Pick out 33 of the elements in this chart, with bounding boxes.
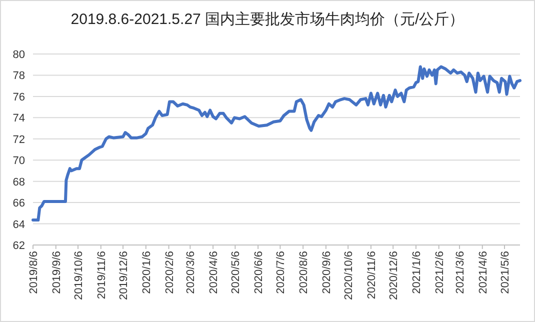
x-tick-label: 2020/9/6 (320, 251, 333, 294)
y-tick-label: 62 (12, 240, 25, 252)
y-tick-label: 76 (12, 91, 25, 104)
x-tick-label: 2020/8/6 (298, 251, 310, 294)
x-tick-label: 2020/12/6 (388, 251, 400, 300)
x-tick-label: 2019/10/6 (73, 251, 86, 300)
x-tick-label: 2020/7/6 (275, 251, 288, 294)
x-tick-label: 2021/4/6 (477, 251, 490, 294)
y-tick-label: 78 (12, 70, 25, 82)
y-tick-label: 70 (12, 155, 25, 168)
x-tick-label: 2019/11/6 (96, 251, 108, 300)
y-tick-label: 66 (12, 198, 25, 210)
x-tick-label: 2020/2/6 (164, 251, 176, 294)
x-tick-label: 2020/4/6 (208, 251, 220, 294)
y-tick-label: 72 (12, 134, 25, 146)
y-tick-label: 74 (12, 112, 25, 125)
x-tick-label: 2020/3/6 (185, 251, 198, 294)
y-tick-label: 68 (12, 176, 25, 188)
x-tick-label: 2020/6/6 (253, 251, 266, 294)
chart-title: 2019.8.6-2021.5.27 国内主要批发市场牛肉均价（元/公斤） (70, 11, 464, 28)
x-tick-label: 2021/3/6 (454, 251, 466, 294)
x-tick-label: 2019/9/6 (50, 251, 63, 294)
x-tick-label: 2020/10/6 (343, 251, 356, 300)
x-tick-label: 2019/12/6 (118, 251, 130, 300)
y-tick-label: 64 (12, 218, 25, 231)
x-tick-label: 2020/1/6 (140, 251, 153, 294)
x-tick-label: 2021/2/6 (434, 251, 446, 294)
x-tick-label: 2021/5/6 (500, 251, 512, 294)
x-tick-label: 2020/11/6 (366, 251, 378, 300)
x-tick-label: 2019/8/6 (28, 251, 40, 294)
y-tick-label: 80 (12, 49, 25, 61)
x-tick-label: 2021/1/6 (410, 251, 423, 294)
x-tick-label: 2020/5/6 (230, 251, 242, 294)
